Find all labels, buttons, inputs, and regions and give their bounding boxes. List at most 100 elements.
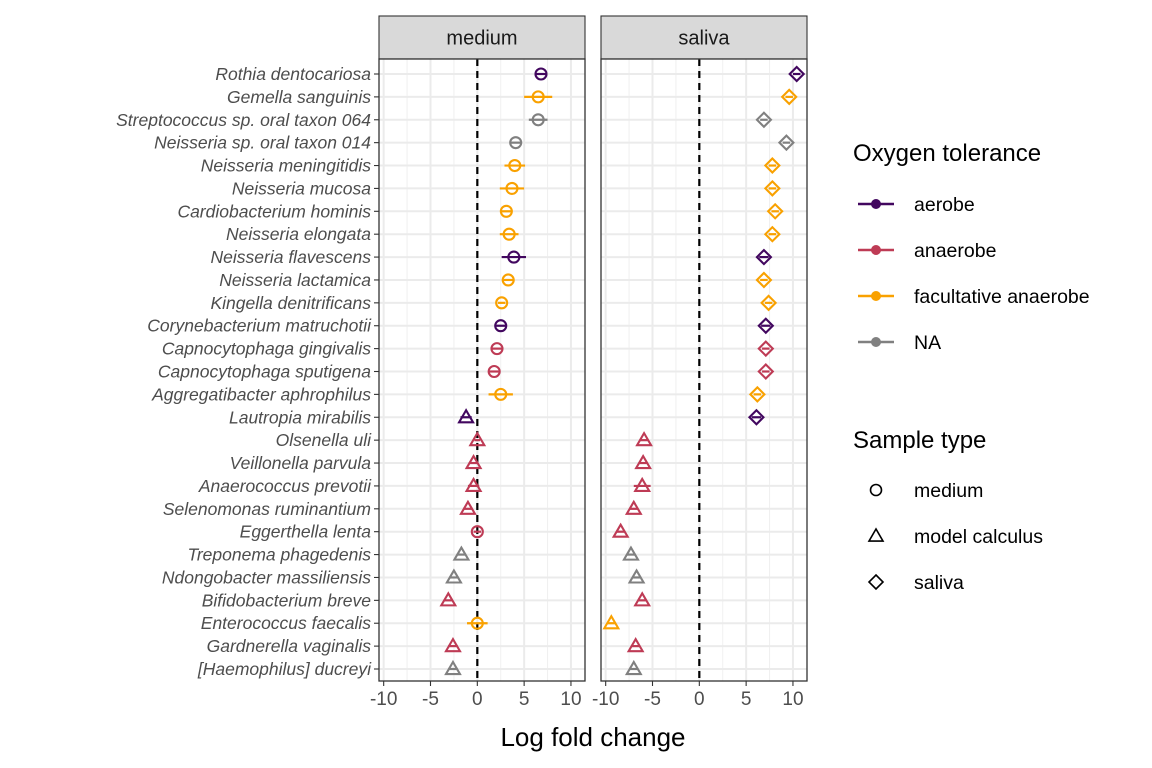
data-point — [748, 385, 766, 403]
x-tick-label: -10 — [592, 689, 619, 710]
data-point — [507, 250, 521, 264]
data-point — [757, 317, 775, 335]
data-point — [505, 181, 519, 195]
x-tick-label: 10 — [560, 689, 581, 710]
y-tick-label: [Haemophilus] ducreyi — [197, 659, 372, 679]
data-point — [747, 408, 765, 426]
data-point — [490, 342, 504, 356]
y-tick-label: Bifidobacterium breve — [202, 590, 372, 610]
legend-label: NA — [914, 332, 941, 354]
data-point — [780, 88, 798, 106]
data-point — [763, 179, 781, 197]
panel-border — [378, 58, 586, 682]
x-tick-label: 0 — [694, 689, 705, 710]
legend-label: medium — [914, 480, 983, 502]
x-tick-label: 5 — [741, 689, 752, 710]
legend-shape-key — [867, 573, 885, 591]
x-tick-label: -10 — [370, 689, 397, 710]
data-point — [763, 157, 781, 175]
x-tick-label: 0 — [472, 689, 483, 710]
y-tick-label: Selenomonas ruminantium — [163, 499, 371, 519]
panel-background — [601, 59, 807, 681]
data-point — [777, 134, 795, 152]
data-point — [611, 522, 630, 538]
panel-medium: medium -10 -5 0 5 10 — [370, 15, 586, 710]
x-tick-label: -5 — [644, 689, 661, 710]
data-point — [757, 340, 775, 358]
y-tick-label: Treponema phagedenis — [187, 545, 371, 565]
x-tick-label: -5 — [422, 689, 439, 710]
series-saliva — [747, 65, 806, 426]
data-point — [624, 659, 643, 676]
data-point — [757, 363, 775, 380]
panel-strip-label: medium — [446, 28, 517, 50]
data-point — [760, 294, 778, 312]
legend: Oxygen tolerance aerobe anaerobe facultativ… — [853, 140, 1090, 594]
legend-key-dot — [871, 199, 881, 209]
data-point — [755, 248, 773, 266]
legend-shape-key — [869, 483, 883, 497]
data-point — [633, 476, 652, 493]
panel-strip-label: saliva — [678, 28, 730, 50]
y-tick-label: Enterococcus faecalis — [201, 613, 371, 633]
data-point — [755, 111, 773, 129]
data-point — [508, 158, 522, 173]
y-tick-label: Eggerthella lenta — [240, 522, 372, 542]
y-tick-label: Veillonella parvula — [230, 453, 372, 473]
data-point — [444, 637, 462, 653]
y-tick-label: Neisseria flavescens — [211, 247, 372, 267]
data-point — [788, 65, 806, 83]
data-point — [624, 499, 643, 515]
panel-strip — [600, 15, 808, 60]
y-tick-label: Kingella denitrificans — [210, 293, 371, 313]
legend-shape-key — [867, 527, 885, 542]
legend-label: saliva — [914, 572, 964, 594]
data-point — [494, 387, 508, 401]
series-saliva — [602, 431, 653, 676]
legend-label: anaerobe — [914, 240, 996, 262]
y-tick-label: Gardnerella vaginalis — [207, 636, 372, 656]
y-tick-label: Neisseria sp. oral taxon 014 — [154, 133, 371, 153]
data-point — [501, 273, 515, 287]
panel-background — [379, 59, 585, 681]
legend-key-dot — [871, 245, 881, 255]
x-tick-label: 5 — [519, 689, 530, 710]
data-point — [633, 591, 652, 607]
legend-label: facultative anaerobe — [914, 286, 1090, 308]
y-tick-label: Gemella sanguinis — [227, 87, 371, 107]
data-point — [531, 90, 545, 104]
data-point — [457, 408, 475, 424]
y-tick-label: Neisseria mucosa — [232, 178, 371, 198]
data-point — [602, 614, 621, 630]
y-tick-label: Anaerococcus prevotii — [198, 476, 372, 496]
y-tick-label: Ndongobacter massiliensis — [162, 567, 371, 587]
legend-key-dot — [871, 291, 881, 301]
data-point — [502, 227, 516, 241]
data-point — [494, 319, 508, 333]
legend-key-dot — [871, 337, 881, 347]
data-point — [444, 659, 462, 676]
y-tick-label: Neisseria meningitidis — [201, 156, 371, 176]
data-point — [766, 202, 784, 220]
x-tick-label: 10 — [782, 689, 803, 710]
data-point — [487, 364, 501, 379]
data-point — [763, 225, 781, 243]
data-point — [627, 568, 646, 584]
panel-border — [600, 58, 808, 682]
panel-strip — [378, 15, 586, 60]
data-point — [622, 545, 640, 561]
data-point — [509, 136, 523, 150]
data-point — [534, 67, 548, 81]
legend-label: model calculus — [914, 526, 1043, 548]
y-tick-label: Capnocytophaga gingivalis — [162, 339, 371, 359]
data-point — [531, 113, 545, 127]
y-tick-label: Aggregatibacter aphrophilus — [151, 384, 371, 404]
y-tick-label: Olsenella uli — [276, 430, 372, 450]
y-tick-label: Neisseria lactamica — [219, 270, 371, 290]
y-tick-label: Neisseria elongata — [226, 224, 371, 244]
data-point — [470, 616, 484, 630]
data-point — [495, 296, 509, 310]
data-point — [499, 204, 513, 218]
data-point — [634, 453, 652, 470]
